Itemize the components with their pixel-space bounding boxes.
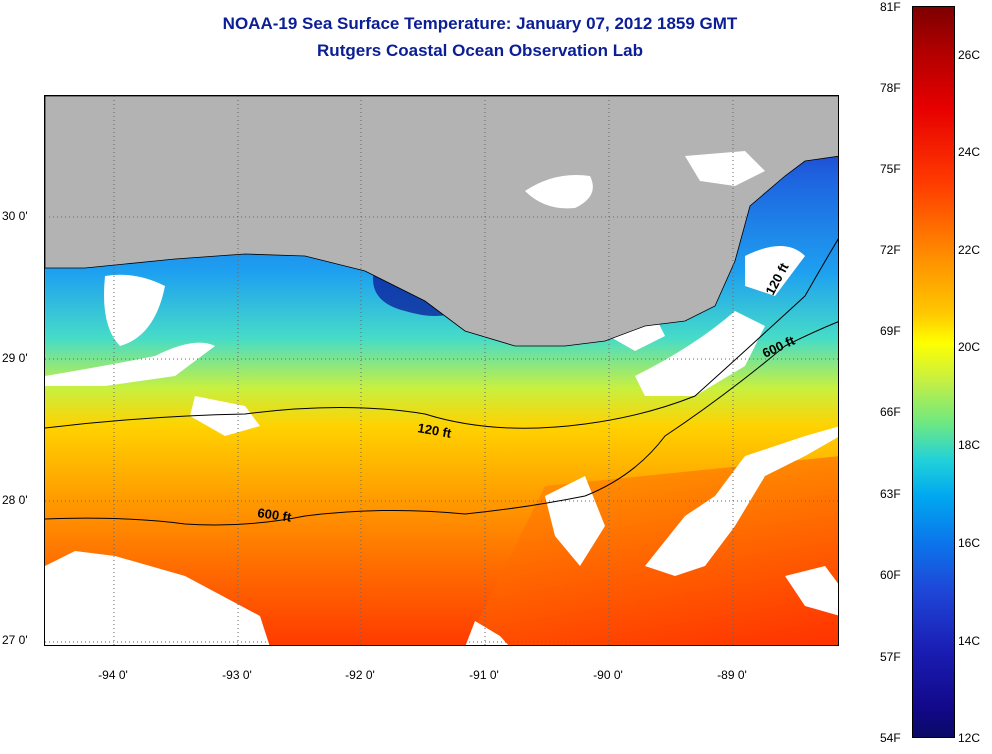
isobath-120ft [45,238,838,429]
lat-label-27: 27 0' [2,633,28,647]
lat-label-29: 29 0' [2,351,28,365]
map-subtitle: Rutgers Coastal Ocean Observation Lab [317,41,643,60]
lon-label-89: -89 0' [717,668,747,682]
lat-label-28: 28 0' [2,493,28,507]
colorbar-c-label: 12C [958,731,981,745]
colorbar-f-label: 75F [880,162,901,176]
map-title: NOAA-19 Sea Surface Temperature: January… [222,14,738,33]
marsh-no-data [685,151,765,186]
colorbar-f-label: 72F [880,243,901,257]
sst-map: 120 ft 600 ft 120 ft 600 ft [44,95,839,646]
colorbar-c-label: 14C [958,634,981,648]
colorbar-c-label: 26C [958,48,981,62]
lake-no-data [525,175,593,209]
colorbar-f-label: 78F [880,81,901,95]
lon-label-94: -94 0' [98,668,128,682]
contour-label-600-gulf: 600 ft [257,505,293,525]
colorbar-f-label: 81F [880,0,901,14]
colorbar-c-label: 20C [958,340,981,354]
colorbar-f-label: 66F [880,405,901,419]
colorbar-c-label: 18C [958,438,981,452]
lon-label-92: -92 0' [345,668,375,682]
lon-label-91: -91 0' [469,668,499,682]
lon-label-90: -90 0' [593,668,623,682]
colorbar-c-label: 16C [958,536,981,550]
colorbar-f-label: 63F [880,487,901,501]
colorbar-f-label: 60F [880,568,901,582]
temperature-colorbar [912,6,955,738]
contour-label-120-gulf: 120 ft [416,420,453,441]
lat-label-30: 30 0' [2,209,28,223]
colorbar-f-label: 54F [880,731,901,745]
isobath-600ft [45,321,838,526]
sst-map-canvas: 120 ft 600 ft 120 ft 600 ft [45,96,838,645]
graticule [45,96,838,645]
colorbar-f-label: 69F [880,324,901,338]
colorbar-c-label: 22C [958,243,981,257]
colorbar-f-label: 57F [880,650,901,664]
lon-label-93: -93 0' [222,668,252,682]
colorbar-c-label: 24C [958,145,981,159]
land-mass [45,96,838,347]
